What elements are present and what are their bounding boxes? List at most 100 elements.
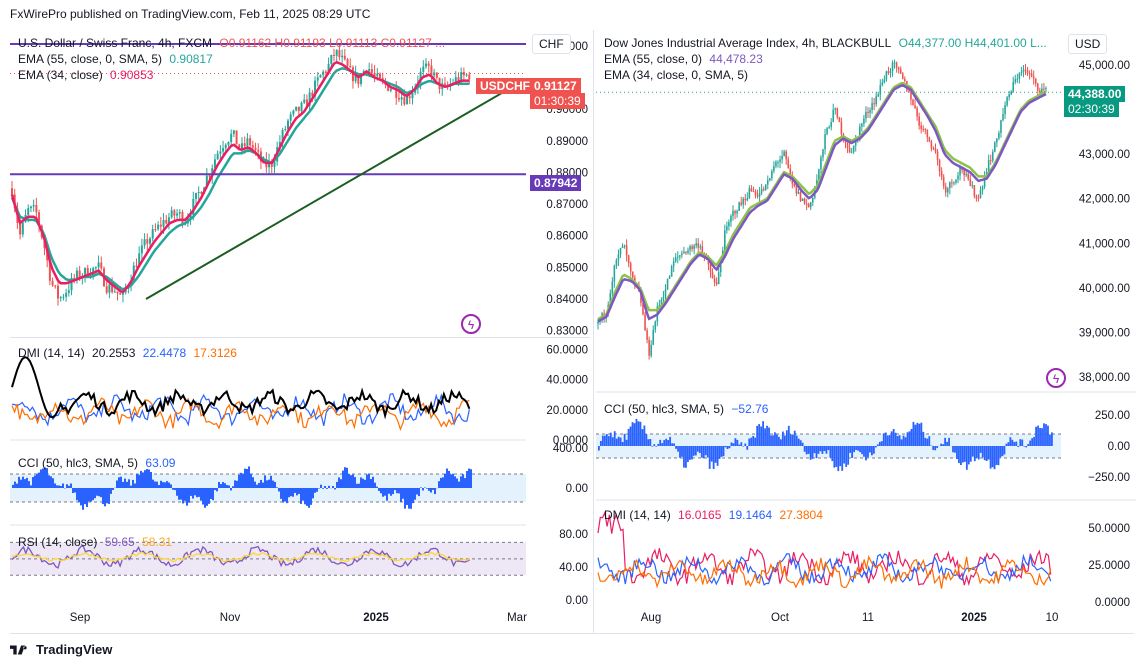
right-candle-body (873, 103, 875, 105)
right-currency-button[interactable]: USD (1068, 34, 1108, 54)
right-cci-bar (758, 424, 761, 446)
left-candle-body (154, 229, 157, 231)
right-candle-body (830, 122, 832, 128)
right-cci-bar (708, 446, 711, 469)
left-bolt-icon[interactable]: ϟ (461, 314, 481, 334)
left-cci-label: CCI (50, hlc3, SMA, 5) (18, 456, 139, 470)
left-candle-body (51, 280, 54, 286)
right-candle-body (977, 197, 980, 199)
right-candle-body (985, 171, 988, 177)
right-candle-body (625, 245, 628, 256)
left-price-tick: 0.86000 (546, 231, 588, 243)
left-candle-body (232, 130, 235, 134)
right-cci-bar (973, 446, 976, 462)
left-cci-bar (16, 483, 18, 488)
right-candle-body (713, 278, 716, 283)
right-cci-bar (764, 428, 766, 446)
right-candle-body (1039, 90, 1041, 93)
tradingview-footer[interactable]: TradingView (10, 642, 112, 657)
left-cci-bar (470, 469, 472, 488)
left-candle-body (311, 92, 314, 97)
right-cci-bar (979, 446, 982, 453)
left-cci-bar (400, 488, 402, 503)
right-candle-body (754, 191, 757, 196)
left-cci-bar (106, 488, 108, 504)
right-candle-body (689, 246, 691, 251)
right-cci-bar (853, 446, 855, 453)
left-cci-bar (232, 486, 234, 488)
left-cci-bar (328, 485, 330, 488)
right-candle-body (785, 151, 787, 160)
right-dmi-tick: 50.0000 (1088, 523, 1130, 535)
left-cci-bar (182, 488, 184, 504)
right-candle-body (877, 94, 880, 97)
center-divider (593, 30, 594, 633)
publisher-header: FxWirePro published on TradingView.com, … (10, 7, 371, 21)
right-candle-body (996, 138, 998, 143)
left-cci-bar (258, 482, 260, 488)
right-cci-bar (704, 446, 707, 456)
right-candle-body (676, 256, 679, 258)
left-cci-bar (38, 472, 40, 488)
left-candle-body (124, 289, 127, 293)
right-candle-body (875, 96, 877, 105)
left-cci-bar (224, 483, 226, 488)
right-cci-bar (663, 440, 666, 446)
right-cci-bar (615, 438, 618, 446)
left-cci-bar (286, 488, 288, 504)
right-cci-bar (712, 446, 715, 469)
right-candle-body (934, 148, 937, 152)
right-cci-bar (1017, 446, 1020, 448)
right-cci-bar (861, 446, 863, 455)
right-cci-bar (894, 432, 897, 446)
left-cci-bar (252, 477, 254, 488)
left-currency-button[interactable]: CHF (532, 34, 571, 54)
left-cci-bar (416, 488, 418, 495)
right-cci-bar (851, 446, 854, 458)
left-cci-bar (158, 484, 160, 488)
right-time-tick: 11 (862, 612, 874, 624)
left-cci-bar (396, 488, 398, 494)
right-cci-bar (948, 437, 950, 446)
left-cci-bar (236, 480, 238, 488)
right-candle-body (910, 91, 912, 100)
left-cci-bar (134, 483, 136, 488)
right-candle-body (1002, 114, 1004, 121)
left-cci-bar (92, 488, 94, 501)
right-cci-bar (734, 438, 737, 446)
left-cci-bar (160, 480, 162, 488)
right-candle-body (1014, 79, 1017, 82)
right-cci-bar (1049, 434, 1051, 446)
left-candle-body (192, 198, 195, 215)
right-bolt-icon[interactable]: ϟ (1046, 368, 1066, 388)
left-cci-bar (450, 474, 452, 488)
right-cci-bar (813, 446, 816, 454)
right-chart-area[interactable]: 45,000.00 43,000.00 42,000.00 41,000.00 40,0… (596, 30, 1136, 630)
right-cci-bar (888, 435, 891, 446)
left-cci-bar (298, 488, 300, 494)
left-dmi-v3: 17.3126 (193, 346, 237, 360)
right-candle-body (797, 192, 800, 194)
right-time-tick: 2025 (961, 612, 987, 624)
left-cci-bar (66, 484, 68, 488)
left-cci-bar (412, 488, 414, 504)
right-cci-bar (671, 443, 673, 446)
right-cci-bar (776, 434, 778, 446)
right-candle-body (681, 253, 683, 256)
left-cci-bar (178, 488, 180, 500)
left-cci-bar (370, 479, 372, 488)
left-chart-area[interactable]: 0.920000.900000.890000.880000.870000.860… (10, 30, 590, 630)
left-cci-bar (146, 468, 148, 488)
left-candle-body (116, 291, 119, 294)
right-cci-bar (942, 444, 945, 446)
right-cci-bar (795, 435, 798, 446)
left-cci-bar (202, 488, 204, 505)
right-cci-bar (797, 438, 800, 446)
left-candle-body (333, 54, 335, 56)
left-dmi-plus-line (11, 392, 470, 427)
left-cci-bar (216, 488, 218, 492)
right-cci-bar (882, 433, 885, 446)
left-candle-body (111, 284, 114, 292)
right-cci-bar (874, 446, 877, 448)
left-time-tick: 2025 (363, 612, 389, 624)
